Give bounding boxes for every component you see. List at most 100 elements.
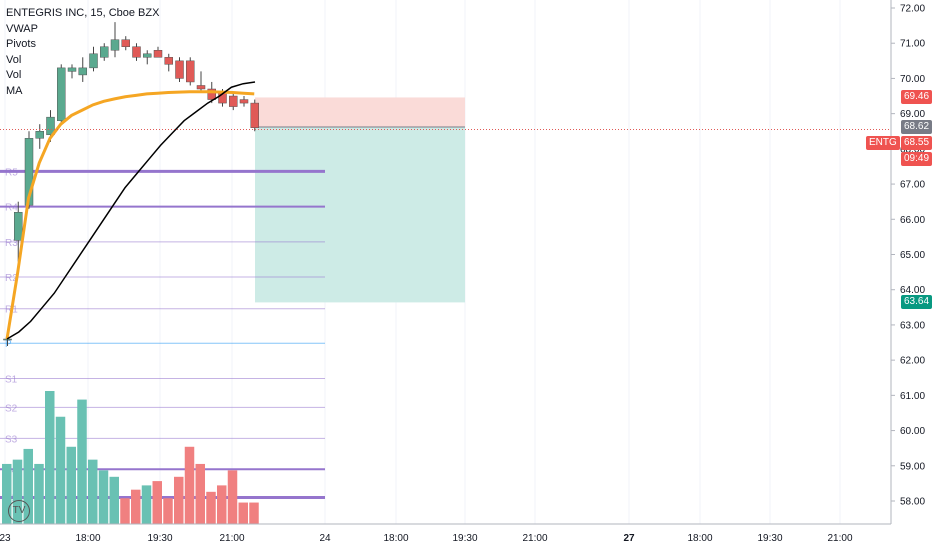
- y-tick-label-0: 58.00: [900, 497, 925, 508]
- x-tick-label-8: 27: [623, 533, 635, 544]
- candle-23: [250, 99, 259, 132]
- volume-bar-14: [152, 481, 162, 524]
- ma-line: [6, 81, 256, 340]
- volume-bar-0: [2, 463, 12, 524]
- y-tick-label-8: 66.00: [900, 215, 925, 226]
- candle-body-4: [46, 116, 55, 136]
- pivot-label-s2: S2: [5, 403, 18, 414]
- candle-body-13: [143, 53, 152, 58]
- pivot-label-r5: R5: [5, 167, 18, 178]
- candle-body-15: [164, 57, 173, 65]
- x-tick-label-9: 18:00: [687, 533, 712, 544]
- symbol-title[interactable]: ENTEGRIS INC, 15, Cboe BZX: [6, 7, 160, 19]
- volume-bar-23: [249, 502, 259, 524]
- candle-7: [78, 57, 87, 82]
- pivot-label-r2: R2: [5, 273, 18, 284]
- volume-bar-12: [131, 489, 141, 524]
- volume-bar-10: [109, 476, 119, 524]
- candle-body-1: [14, 211, 23, 241]
- y-tick-label-5: 63.00: [900, 320, 925, 331]
- candle-body-10: [110, 39, 120, 51]
- volume-bar-3: [34, 463, 44, 524]
- candle-body-19: [207, 88, 216, 100]
- candle-21: [229, 92, 238, 111]
- y-tick-label-7: 65.00: [900, 250, 925, 261]
- indicator-pivots[interactable]: Pivots: [6, 38, 36, 50]
- target-price-label: 63.64: [901, 295, 932, 310]
- volume-bar-13: [141, 485, 152, 524]
- candle-body-21: [229, 95, 238, 107]
- y-tick-label-6: 64.00: [900, 285, 925, 296]
- volume-bar-19: [206, 491, 216, 524]
- indicator-ma[interactable]: MA: [6, 84, 23, 97]
- tradingview-logo-icon[interactable]: TV: [8, 500, 30, 522]
- candle-body-23: [250, 102, 259, 128]
- volume-bar-22: [238, 502, 248, 524]
- y-tick-label-13: 71.00: [900, 39, 925, 50]
- volume-bar-15: [163, 498, 173, 524]
- y-tick-label-2: 60.00: [900, 426, 925, 437]
- candle-body-8: [89, 53, 98, 69]
- candle-body-2: [24, 138, 34, 206]
- volume-bar-21: [227, 470, 238, 524]
- candle-body-9: [100, 46, 109, 58]
- y-tick-label-11: 69.00: [900, 109, 925, 120]
- y-tick-label-14: 72.00: [900, 4, 925, 15]
- volume-bar-5: [55, 416, 66, 524]
- candle-body-22: [239, 99, 249, 104]
- x-tick-label-6: 19:30: [452, 533, 477, 544]
- candle-body-14: [153, 50, 163, 58]
- volume-bar-4: [45, 391, 55, 524]
- pivot-label-p: P: [5, 339, 12, 350]
- candle-body-3: [35, 131, 44, 139]
- stop-price-label: 69.46: [901, 90, 932, 105]
- symbol-price-tag: ENTG: [866, 135, 900, 150]
- volume-bar-1: [12, 459, 23, 524]
- y-tick-label-3: 61.00: [900, 391, 925, 402]
- y-tick-label-9: 67.00: [900, 180, 925, 191]
- candle-3: [35, 124, 44, 149]
- volume-bar-9: [98, 470, 109, 524]
- candle-5: [57, 64, 66, 125]
- bar-countdown-label: 09:49: [901, 151, 932, 166]
- entry-price-label: 68.62: [901, 119, 932, 134]
- candle-body-7: [78, 67, 87, 76]
- x-tick-label-4: 24: [319, 533, 331, 544]
- target-zone: [255, 127, 465, 303]
- stop-zone: [255, 97, 465, 128]
- x-tick-label-7: 21:00: [522, 533, 547, 544]
- x-tick-label-11: 21:00: [827, 533, 852, 544]
- candle-body-18: [196, 85, 206, 90]
- candle-body-16: [175, 60, 184, 79]
- candle-13: [143, 50, 152, 65]
- candle-16: [175, 57, 184, 82]
- candle-6: [67, 64, 77, 79]
- last-price-label: 68.55: [901, 135, 932, 150]
- indicator-vwap[interactable]: VWAP: [6, 22, 38, 35]
- volume-bar-7: [77, 399, 87, 524]
- x-tick-label-1: 18:00: [75, 533, 100, 544]
- pivot-label-s1: S1: [5, 374, 18, 385]
- x-tick-label-0: 23: [0, 533, 11, 544]
- candle-12: [132, 43, 141, 61]
- candle-14: [153, 46, 163, 58]
- y-tick-label-12: 70.00: [900, 74, 925, 85]
- candle-9: [100, 43, 109, 61]
- candle-11: [121, 36, 130, 51]
- pivot-label-r3: R3: [5, 238, 18, 249]
- volume-bar-2: [23, 448, 33, 524]
- volume-bar-8: [88, 459, 98, 524]
- indicator-vol-1[interactable]: Vol: [6, 53, 22, 66]
- y-tick-label-4: 62.00: [900, 356, 925, 367]
- y-tick-label-1: 59.00: [900, 461, 925, 472]
- volume-bar-11: [120, 498, 130, 524]
- candle-body-17: [186, 60, 195, 83]
- pivot-label-s3: S3: [5, 434, 18, 445]
- candle-17: [186, 57, 195, 86]
- candle-15: [164, 53, 173, 72]
- indicator-vol-2[interactable]: Vol: [6, 69, 22, 81]
- volume-bar-17: [184, 446, 195, 524]
- volume-bar-20: [217, 485, 227, 524]
- y-tick-label-10: 68.00: [900, 144, 925, 155]
